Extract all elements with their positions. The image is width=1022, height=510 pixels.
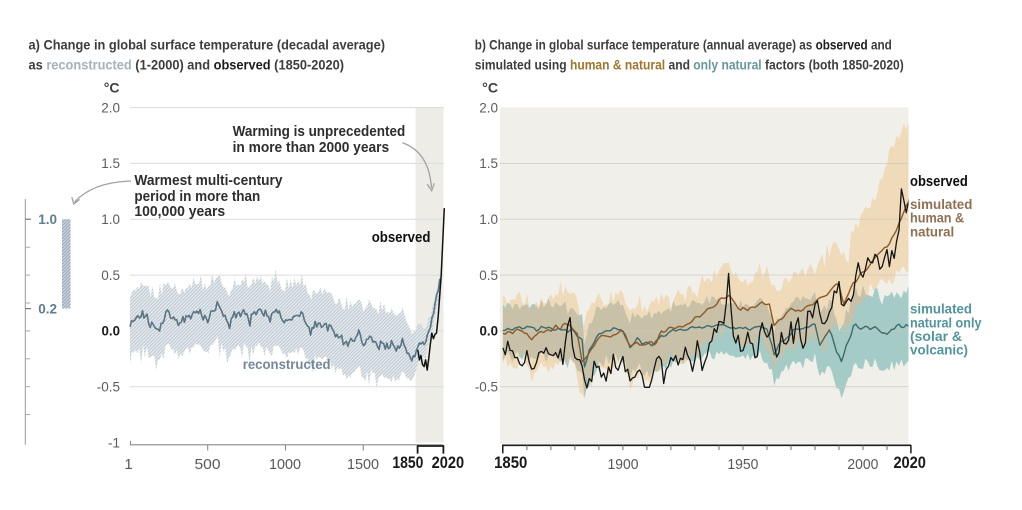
svg-text:natural: natural [910,223,954,239]
svg-text:-1: -1 [108,435,120,450]
svg-text:1850: 1850 [494,453,527,472]
svg-text:1: 1 [124,456,132,473]
svg-text:-0.5: -0.5 [475,380,498,395]
svg-text:2020: 2020 [432,453,465,472]
svg-text:1900: 1900 [608,456,639,473]
svg-text:0.2: 0.2 [38,302,57,317]
svg-text:0.0: 0.0 [102,324,121,339]
svg-text:reconstructed: reconstructed [243,356,331,372]
svg-text:2.0: 2.0 [479,100,498,115]
svg-text:1000: 1000 [269,456,301,473]
svg-text:volcanic): volcanic) [910,342,968,358]
svg-text:as reconstructed (1-2000) and: as reconstructed (1-2000) and observed (… [29,57,345,73]
svg-text:Warming is unprecedented: Warming is unprecedented [233,124,406,140]
svg-text:natural only: natural only [910,314,982,330]
svg-text:in more than 2000 years: in more than 2000 years [233,140,390,156]
svg-text:100,000 years: 100,000 years [134,204,225,220]
svg-text:500: 500 [195,456,221,473]
svg-text:1950: 1950 [727,456,758,473]
svg-text:simulated: simulated [910,196,972,212]
svg-text:0.5: 0.5 [101,268,120,283]
svg-text:2020: 2020 [893,453,926,472]
svg-text:°C: °C [104,80,120,96]
svg-text:1500: 1500 [347,456,379,473]
svg-text:b) Change in global surface te: b) Change in global surface temperature … [475,37,892,53]
svg-text:-0.5: -0.5 [97,380,120,395]
svg-text:period in more than: period in more than [134,189,260,205]
svg-text:1.5: 1.5 [101,156,120,171]
svg-text:0.5: 0.5 [479,268,498,283]
svg-text:2.0: 2.0 [101,100,120,115]
svg-text:1850: 1850 [392,453,423,472]
svg-text:1.5: 1.5 [479,156,498,171]
svg-text:human &: human & [910,210,964,226]
svg-text:1.0: 1.0 [479,212,498,227]
svg-text:1.0: 1.0 [38,212,57,227]
svg-text:°C: °C [482,80,498,96]
svg-text:observed: observed [910,173,968,190]
svg-text:2000: 2000 [847,456,878,473]
svg-text:a) Change in global surface te: a) Change in global surface temperature … [29,37,386,53]
svg-text:simulated: simulated [910,301,972,317]
svg-text:observed: observed [372,229,431,246]
svg-text:0.0: 0.0 [480,324,499,339]
svg-text:1.0: 1.0 [101,212,120,227]
svg-text:simulated using human & natura: simulated using human & natural and only… [475,57,904,73]
svg-text:Warmest multi-century: Warmest multi-century [134,173,282,189]
svg-text:(solar &: (solar & [910,328,962,344]
